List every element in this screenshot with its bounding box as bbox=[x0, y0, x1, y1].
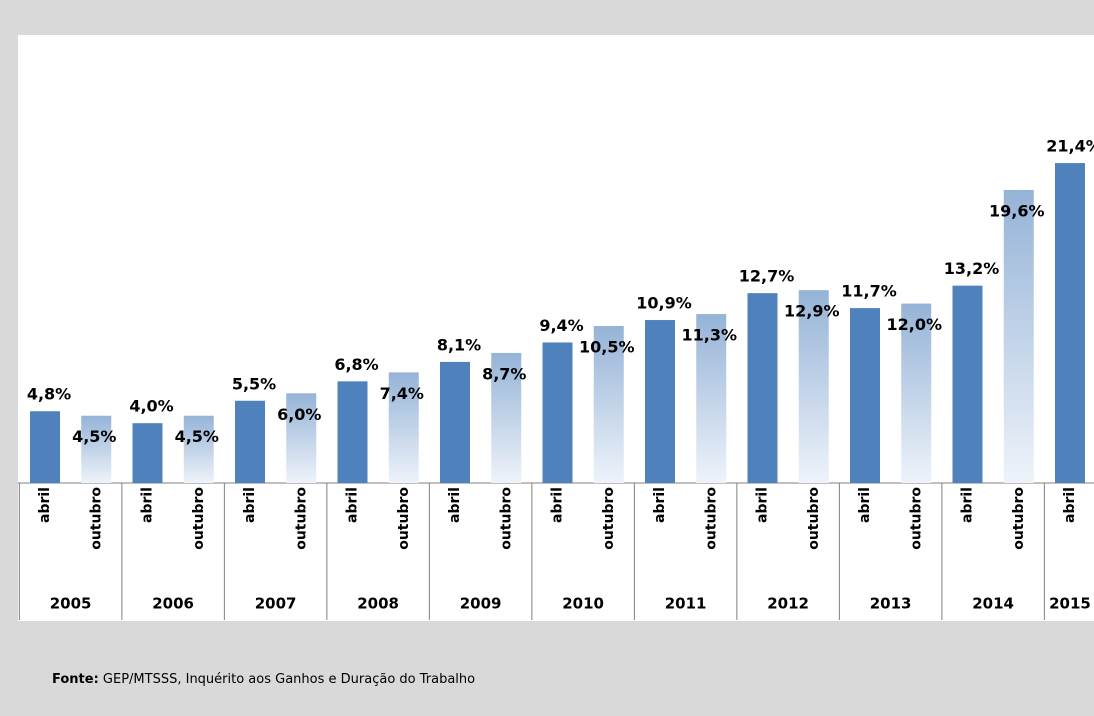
x-tick-label: abril bbox=[960, 487, 976, 523]
bar bbox=[183, 415, 214, 483]
year-label: 2008 bbox=[357, 595, 399, 613]
value-label: 8,1% bbox=[437, 335, 481, 354]
year-label: 2007 bbox=[255, 595, 297, 613]
x-tick-label: outubro bbox=[191, 487, 207, 550]
year-label: 2015 bbox=[1049, 595, 1091, 613]
x-tick-label: abril bbox=[652, 487, 668, 523]
x-tick-label: outubro bbox=[498, 487, 514, 550]
year-label: 2005 bbox=[50, 595, 92, 613]
x-tick-label: abril bbox=[345, 487, 361, 523]
x-tick-label: outubro bbox=[1011, 487, 1027, 550]
value-label: 6,8% bbox=[334, 355, 378, 374]
value-label: 4,0% bbox=[129, 397, 173, 416]
source: Fonte: GEP/MTSSS, Inquérito aos Ganhos e… bbox=[52, 672, 475, 687]
value-label: 19,6% bbox=[989, 201, 1045, 220]
value-label: 4,5% bbox=[175, 427, 219, 446]
source-label: Fonte: bbox=[52, 672, 99, 687]
bar bbox=[1055, 163, 1085, 483]
bar bbox=[747, 293, 778, 483]
value-label: 10,9% bbox=[636, 294, 692, 313]
bar bbox=[542, 342, 573, 483]
year-label: 2014 bbox=[972, 595, 1014, 613]
bar bbox=[952, 285, 983, 483]
x-tick-label: outubro bbox=[396, 487, 412, 550]
bar bbox=[235, 400, 265, 483]
year-label: 2006 bbox=[152, 595, 194, 613]
bar bbox=[286, 393, 317, 483]
year-label: 2010 bbox=[562, 595, 604, 613]
year-label: 2009 bbox=[460, 595, 502, 613]
value-label: 6,0% bbox=[277, 405, 321, 424]
bar bbox=[337, 381, 368, 483]
year-label: 2013 bbox=[870, 595, 912, 613]
bar bbox=[901, 303, 932, 483]
year-label: 2011 bbox=[665, 595, 707, 613]
value-label: 5,5% bbox=[232, 374, 276, 393]
x-tick-label: outubro bbox=[88, 487, 104, 550]
x-tick-label: abril bbox=[37, 487, 53, 523]
bar bbox=[440, 361, 470, 483]
value-label: 12,9% bbox=[784, 302, 840, 321]
value-label: 8,7% bbox=[482, 364, 526, 383]
bar bbox=[593, 326, 624, 483]
x-tick-label: abril bbox=[242, 487, 258, 523]
value-label: 11,3% bbox=[681, 326, 737, 345]
bar bbox=[388, 372, 419, 483]
bar bbox=[491, 352, 522, 483]
value-label: 4,5% bbox=[72, 427, 116, 446]
bar bbox=[696, 314, 727, 483]
source-text: GEP/MTSSS, Inquérito aos Ganhos e Duraçã… bbox=[103, 672, 475, 687]
value-label: 11,7% bbox=[841, 282, 897, 301]
bar bbox=[132, 423, 163, 483]
x-tick-label: outubro bbox=[293, 487, 309, 550]
value-label: 21,4% bbox=[1046, 137, 1094, 156]
value-label: 9,4% bbox=[539, 316, 583, 335]
bar bbox=[850, 308, 880, 483]
x-tick-label: abril bbox=[755, 487, 771, 523]
x-tick-label: abril bbox=[550, 487, 566, 523]
value-label: 4,8% bbox=[27, 385, 71, 404]
x-tick-label: abril bbox=[1062, 487, 1078, 523]
bar bbox=[798, 290, 829, 483]
x-tick-label: outubro bbox=[806, 487, 822, 550]
value-label: 13,2% bbox=[944, 259, 1000, 278]
bar bbox=[1003, 189, 1034, 484]
value-label: 7,4% bbox=[380, 384, 424, 403]
x-tick-label: abril bbox=[140, 487, 156, 523]
bar bbox=[81, 415, 112, 483]
value-label: 12,7% bbox=[739, 267, 795, 286]
x-tick-label: abril bbox=[447, 487, 463, 523]
bar bbox=[30, 411, 60, 483]
x-tick-label: outubro bbox=[703, 487, 719, 550]
value-label: 12,0% bbox=[886, 315, 942, 334]
x-tick-label: outubro bbox=[908, 487, 924, 550]
x-tick-label: abril bbox=[857, 487, 873, 523]
x-tick-label: outubro bbox=[601, 487, 617, 550]
value-label: 10,5% bbox=[579, 338, 635, 357]
bar bbox=[645, 320, 675, 483]
year-label: 2012 bbox=[767, 595, 809, 613]
